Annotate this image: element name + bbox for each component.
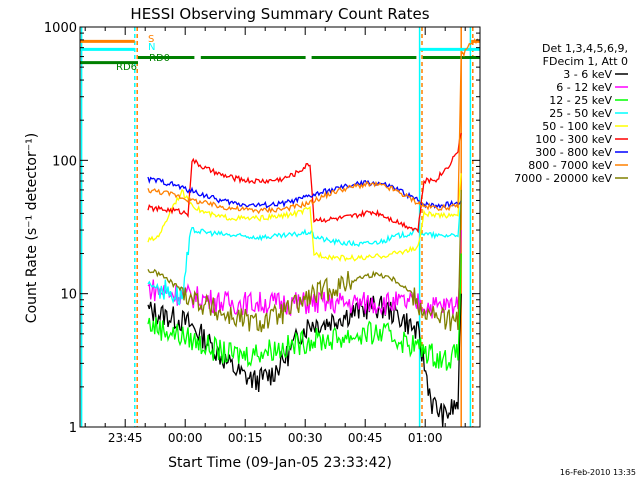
legend-header-line: Det 1,3,4,5,6,9,: [542, 42, 628, 55]
y-axis-label: Count Rate (s⁻¹ detector⁻¹): [24, 133, 40, 323]
chart-title: HESSI Observing Summary Count Rates: [130, 5, 429, 23]
series-line-7: [147, 37, 481, 215]
y-tick-label: 1000: [44, 21, 77, 36]
x-tick-label: 00:00: [168, 431, 203, 445]
x-tick-label: 01:00: [408, 431, 443, 445]
legend-entry-label: 3 - 6 keV: [563, 68, 612, 81]
y-tick-label: 10: [60, 288, 77, 303]
legend-entry-label: 100 - 300 keV: [535, 133, 612, 146]
overlay-label-rd6: RD6: [116, 62, 137, 73]
legend-entry-label: 50 - 100 keV: [542, 120, 612, 133]
series-line-5: [147, 132, 462, 234]
plot-frame: [79, 26, 481, 428]
series-line-8: [147, 189, 462, 333]
overlay-label-s: S: [148, 34, 154, 45]
legend-entry-label: 25 - 50 keV: [549, 107, 612, 120]
legend: Det 1,3,4,5,6,9,FDecim 1, Att 03 - 6 keV…: [514, 42, 628, 185]
x-tick-label: 00:30: [288, 431, 323, 445]
legend-entry-label: 12 - 25 keV: [549, 94, 612, 107]
legend-entry-label: 300 - 800 keV: [535, 146, 612, 159]
x-axis-label: Start Time (09-Jan-05 23:33:42): [168, 455, 392, 471]
x-tick-label: 00:45: [348, 431, 383, 445]
y-tick-label: 100: [52, 154, 77, 169]
overlay-label-rd0: RD0: [149, 53, 170, 64]
legend-entry-label: 800 - 7000 keV: [528, 159, 612, 172]
series-line-3: [147, 200, 462, 306]
legend-header-line: FDecim 1, Att 0: [543, 55, 628, 68]
series-line-6: [147, 176, 462, 209]
y-tick-label: 1: [69, 421, 77, 436]
overlay-label-n: N: [148, 42, 155, 53]
series-line-1: [147, 230, 462, 319]
legend-entry-label: 6 - 12 keV: [556, 81, 612, 94]
footer-timestamp: 16-Feb-2010 13:35: [560, 468, 636, 477]
x-tick-label: 00:15: [228, 431, 263, 445]
x-tick-label: 23:45: [108, 431, 143, 445]
series-line-2: [147, 253, 462, 371]
legend-entry-label: 7000 - 20000 keV: [514, 172, 612, 185]
axes: 23:45 00:00 00:15 00:30 00:45 01:00 1 10 100 1000: [44, 21, 481, 445]
series-line-4: [147, 173, 462, 262]
series-line-0: [147, 293, 462, 427]
